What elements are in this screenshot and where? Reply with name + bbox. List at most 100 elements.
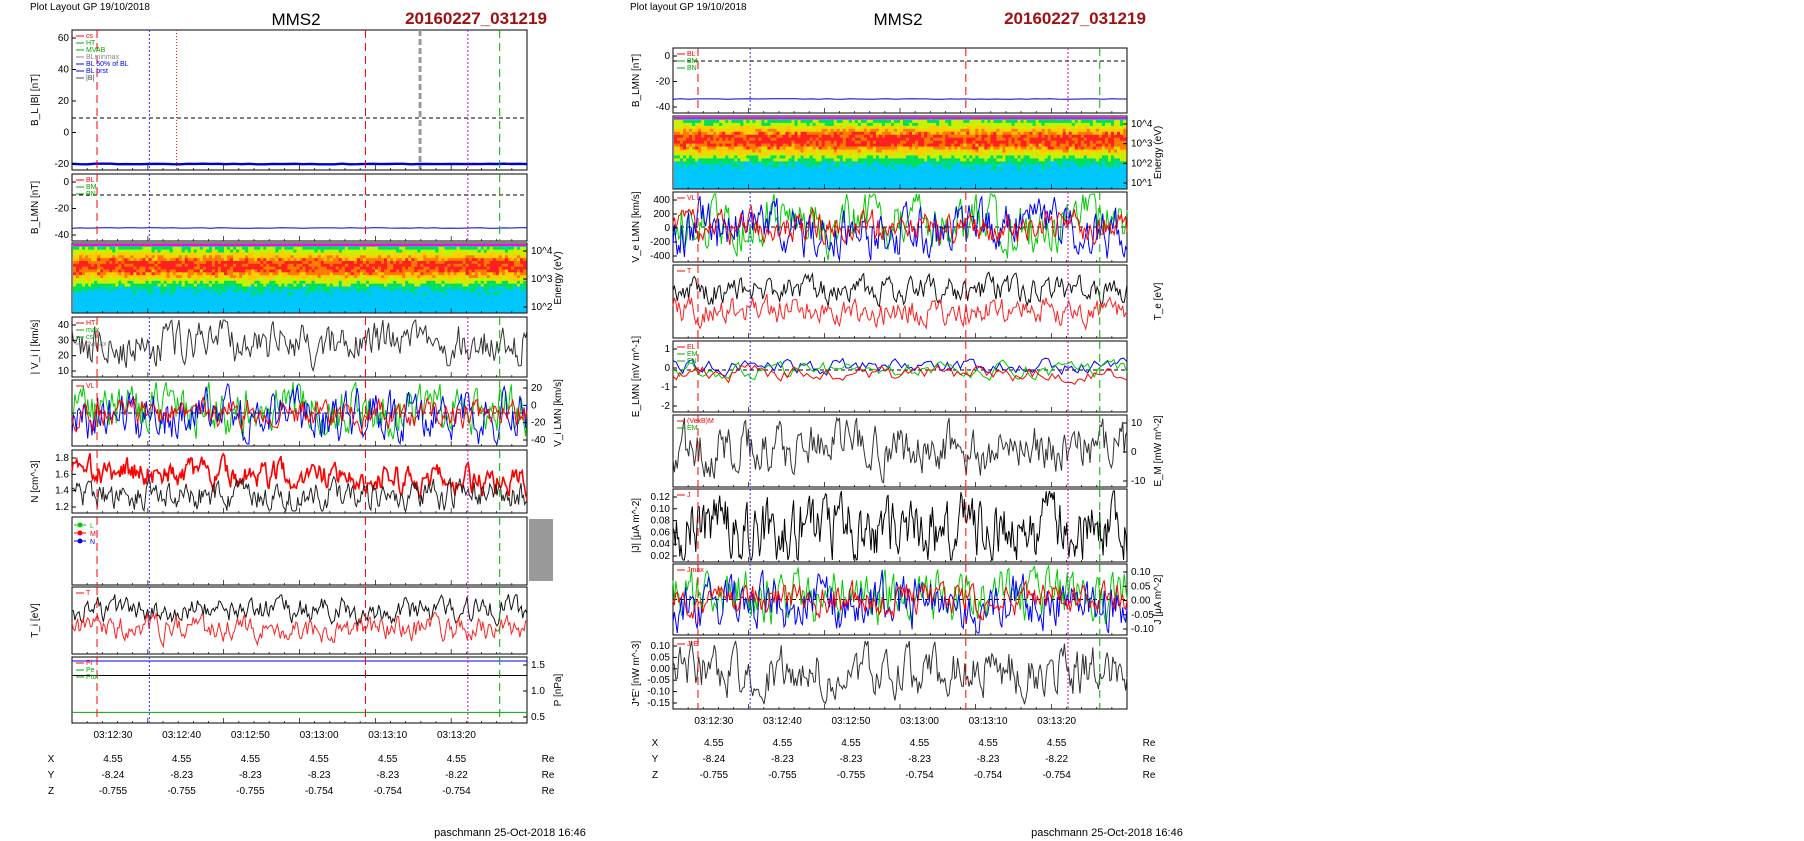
spectrogram-cell	[248, 278, 252, 282]
spectrogram-cell	[429, 297, 433, 302]
spectrogram-cell	[121, 252, 125, 256]
spectrogram-cell	[893, 125, 898, 130]
spectrogram-cell	[501, 269, 506, 273]
spectrogram-cell	[245, 275, 249, 279]
spectrogram-cell	[314, 263, 319, 268]
spectrogram-cell	[157, 300, 161, 304]
spectrogram-cell	[299, 297, 303, 302]
spectrogram-cell	[378, 246, 382, 251]
spectrogram-cell	[308, 246, 312, 251]
spectrogram-cell	[483, 258, 488, 262]
spectrogram-cell	[175, 249, 180, 253]
spectrogram-cell	[127, 252, 131, 256]
spectrogram-cell	[97, 292, 101, 296]
spectrogram-cell	[936, 122, 940, 127]
spectrogram-cell	[860, 125, 865, 130]
spectrogram-cell	[172, 297, 177, 302]
spectrogram-cell	[178, 289, 183, 293]
spectrogram-cell	[477, 280, 482, 285]
spectrogram-cell	[242, 246, 246, 251]
spectrogram-cell	[776, 119, 780, 124]
legend-label: M	[90, 531, 96, 538]
spectrogram-cell	[79, 272, 83, 276]
spectrogram-cell	[396, 292, 400, 296]
time-tick-label: 03:12:30	[93, 730, 132, 741]
spectrogram-cell	[311, 272, 315, 276]
spectrogram-cell	[999, 119, 1003, 124]
spectrogram-cell	[88, 280, 92, 285]
spectrogram-cell	[199, 283, 204, 287]
spectrogram-cell	[82, 280, 86, 285]
spectrogram-cell	[139, 283, 143, 287]
spectrogram-cell	[341, 269, 346, 273]
spectrogram-cell	[272, 255, 276, 259]
spectrogram-cell	[501, 261, 506, 265]
spectrogram-cell	[251, 309, 255, 313]
spectrogram-cell	[260, 306, 264, 310]
spectrogram-cell	[130, 266, 134, 270]
spectrogram-cell	[378, 292, 382, 296]
spectrogram-cell	[266, 289, 270, 293]
spectrogram-cell	[338, 266, 343, 270]
spectrogram-cell	[471, 303, 476, 307]
spectrogram-cell	[118, 258, 122, 262]
spectrogram-cell	[384, 261, 388, 265]
spectrogram-cell	[384, 275, 388, 279]
spectrogram-cell	[305, 269, 309, 273]
spectrogram-cell	[187, 292, 192, 296]
spectrogram-cell	[251, 295, 255, 299]
spectrogram-cell	[311, 249, 315, 253]
spectrogram-cell	[519, 249, 524, 253]
spectrogram-cell	[281, 292, 285, 296]
spectrogram-cell	[178, 300, 183, 304]
spectrogram-cell	[139, 255, 143, 259]
spectrogram-cell	[254, 306, 258, 310]
spectrogram-cell	[399, 249, 403, 253]
spectrogram-cell	[317, 295, 322, 299]
spectrogram-cell	[492, 258, 497, 262]
spectrogram-cell	[426, 258, 430, 262]
spectrogram-cell	[208, 249, 213, 253]
spectrogram-cell	[438, 266, 442, 270]
spectrogram-cell	[317, 300, 322, 304]
spectrogram-cell	[450, 286, 454, 290]
spectrogram-cell	[966, 128, 970, 133]
spectrogram-cell	[208, 292, 213, 296]
spectrogram-cell	[510, 286, 515, 290]
spectrogram-cell	[426, 278, 430, 282]
spectrogram-cell	[501, 258, 506, 262]
spectrogram-cell	[100, 297, 104, 302]
spectrogram-cell	[85, 295, 89, 299]
spectrogram-cell	[214, 300, 219, 304]
spectrogram-cell	[969, 119, 973, 124]
spectrogram-cell	[359, 306, 364, 310]
spectrogram-cell	[257, 252, 261, 256]
spectrogram-cell	[371, 266, 376, 270]
spectrogram-cell	[1020, 119, 1024, 124]
spectrogram-cell	[393, 275, 397, 279]
spectrogram-cell	[175, 292, 180, 296]
spectrogram-cell	[900, 131, 904, 136]
spectrogram-cell	[242, 300, 246, 304]
spectrogram-cell	[335, 289, 340, 293]
spectrogram-cell	[332, 255, 337, 259]
spectrogram-cell	[969, 125, 973, 130]
spectrogram-cell	[109, 275, 113, 279]
spectrogram-cell	[190, 275, 195, 279]
spectrogram-cell	[299, 303, 303, 307]
spectrogram-cell	[175, 246, 180, 251]
spectrogram-cell	[199, 266, 204, 270]
spectrogram-cell	[181, 266, 186, 270]
spectrogram-cell	[181, 300, 186, 304]
spectrogram-cell	[423, 249, 427, 253]
spectrogram-cell	[909, 122, 913, 127]
spectrogram-cell	[275, 283, 279, 287]
spectrogram-cell	[869, 119, 874, 124]
spectrogram-cell	[978, 128, 982, 133]
spectrogram-cell	[519, 289, 524, 293]
spectrogram-cell	[275, 249, 279, 253]
spectrogram-cell	[423, 286, 427, 290]
spectrogram-cell	[701, 119, 705, 124]
spectrogram-cell	[106, 309, 110, 313]
spectrogram-cell	[390, 261, 394, 265]
